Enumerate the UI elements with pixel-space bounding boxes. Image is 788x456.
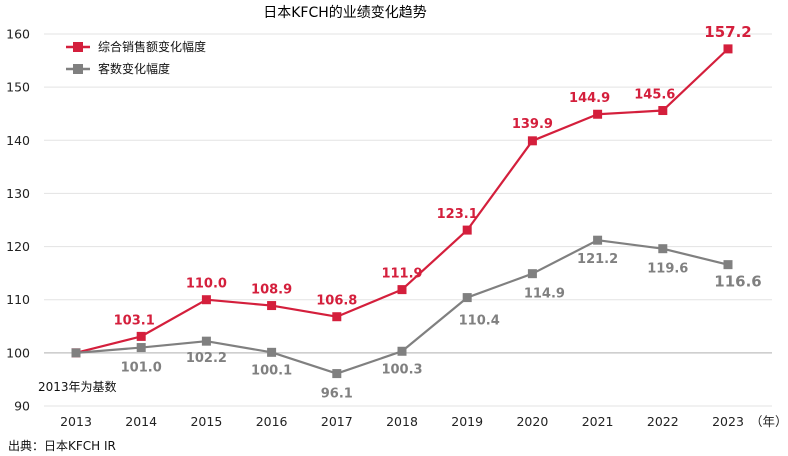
y-axis-ticks: 90 100 110 120 130 140 150 160: [6, 27, 30, 414]
data-label: 100.3: [381, 362, 422, 377]
series-layer: [71, 44, 733, 379]
data-label: 103.1: [114, 313, 155, 328]
data-point: [201, 336, 211, 346]
data-label: 110.4: [459, 314, 500, 329]
x-tick-label: 2013: [60, 414, 92, 429]
data-label: 157.2: [704, 23, 751, 41]
data-label: 102.2: [186, 351, 227, 366]
data-point: [267, 347, 277, 357]
data-point: [71, 348, 81, 358]
data-point: [136, 343, 146, 353]
y-tick-label: 160: [6, 27, 30, 42]
y-tick-label: 90: [14, 399, 30, 414]
y-tick-label: 100: [6, 345, 30, 360]
data-label: 139.9: [512, 117, 553, 132]
x-tick-label: 2023: [712, 414, 744, 429]
legend-label-customers: 客数变化幅度: [98, 61, 170, 76]
x-tick-label: 2020: [516, 414, 548, 429]
data-point: [201, 295, 211, 305]
x-tick-label: 2015: [190, 414, 222, 429]
data-label: 144.9: [569, 91, 610, 106]
data-label: 110.0: [186, 277, 227, 292]
x-tick-label: 2018: [386, 414, 418, 429]
data-label: 108.9: [251, 283, 292, 298]
data-label: 96.1: [321, 387, 353, 402]
legend-item-sales: 综合销售额变化幅度: [66, 39, 206, 54]
x-axis-ticks: 2013 2014 2015 2016 2017 2018 2019 2020 2021 2022…: [60, 414, 744, 429]
series-line-sales: [75, 48, 729, 354]
data-point: [397, 285, 407, 295]
data-point: [527, 269, 537, 279]
data-label: 145.6: [634, 88, 675, 103]
data-point: [332, 312, 342, 322]
data-labels: 103.1 110.0 108.9 106.8 111.9 123.1 139.9 144.9…: [114, 23, 762, 402]
x-tick-label: 2016: [256, 414, 288, 429]
x-tick-label: 2021: [582, 414, 614, 429]
data-label: 123.1: [437, 207, 478, 222]
data-point: [527, 136, 537, 146]
data-label: 111.9: [381, 267, 422, 282]
legend-marker-sales: [73, 42, 83, 52]
legend-marker-customers: [73, 64, 83, 74]
data-label: 100.1: [251, 363, 292, 378]
data-point: [267, 301, 277, 311]
data-point: [136, 331, 146, 341]
data-label: 116.6: [714, 273, 761, 291]
x-tick-label: 2017: [321, 414, 353, 429]
x-tick-label: 2022: [647, 414, 679, 429]
data-point: [658, 106, 668, 116]
grid: [44, 33, 772, 407]
data-label: 101.0: [121, 361, 162, 376]
data-point: [462, 293, 472, 303]
source-note: 出典：日本KFCH IR: [8, 439, 116, 453]
data-point: [593, 109, 603, 119]
legend-label-sales: 综合销售额变化幅度: [98, 39, 206, 54]
baseline-note: 2013年为基数: [38, 379, 117, 394]
y-tick-label: 120: [6, 239, 30, 254]
data-label: 121.2: [577, 252, 618, 267]
data-point: [462, 225, 472, 235]
data-point: [593, 235, 603, 245]
data-point: [658, 244, 668, 254]
data-point: [397, 346, 407, 356]
x-tick-label: 2019: [451, 414, 483, 429]
y-tick-label: 130: [6, 186, 30, 201]
data-label: 119.6: [647, 262, 688, 277]
data-label: 106.8: [316, 294, 357, 309]
y-tick-label: 110: [6, 292, 30, 307]
x-axis-unit: （年）: [750, 414, 788, 429]
chart-title: 日本KFCH的业绩变化趋势: [263, 5, 427, 21]
data-point: [723, 260, 733, 270]
data-point: [723, 44, 733, 54]
x-tick-label: 2014: [125, 414, 157, 429]
legend-item-customers: 客数变化幅度: [66, 61, 170, 76]
data-point: [332, 369, 342, 379]
y-tick-label: 150: [6, 80, 30, 95]
y-tick-label: 140: [6, 133, 30, 148]
legend: 综合销售额变化幅度 客数变化幅度: [66, 39, 206, 76]
data-label: 114.9: [524, 287, 565, 302]
